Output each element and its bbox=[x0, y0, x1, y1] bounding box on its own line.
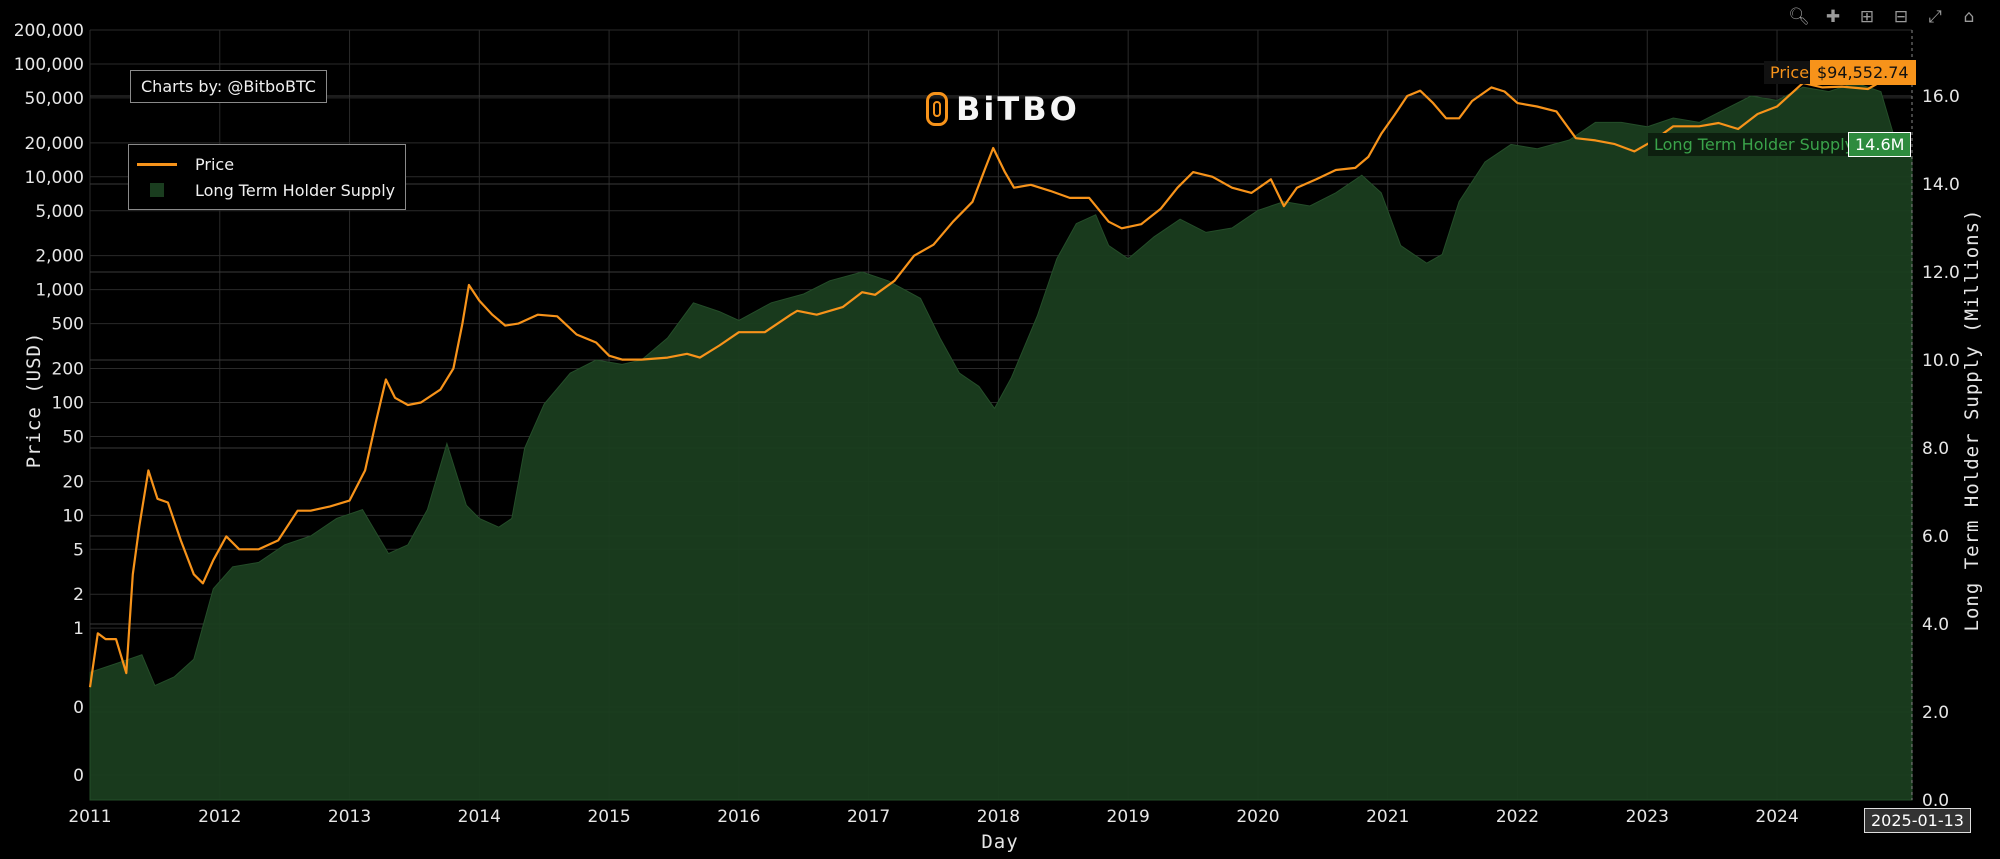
x-axis: 2011 2012 2013 2014 2015 2016 2017 2018 2019 2020… bbox=[68, 807, 1798, 827]
y-tick-label: 10 bbox=[62, 506, 84, 526]
autoscale-icon[interactable]: ⤢ bbox=[1928, 7, 1942, 27]
x-tick-label: 2024 bbox=[1755, 807, 1798, 827]
legend-label-price: Price bbox=[195, 154, 235, 174]
supply-series bbox=[89, 82, 1913, 801]
y-tick-label: 0 bbox=[73, 766, 84, 786]
y2-tick-label: 16.0 bbox=[1922, 87, 1960, 107]
x-tick-label: 2016 bbox=[717, 807, 760, 827]
chart-toolbar: 🔍︎ ✚ ⊞ ⊟ ⤢ ⌂ bbox=[1788, 6, 1980, 28]
x-tick-label: 2018 bbox=[977, 807, 1020, 827]
y-tick-label: 50,000 bbox=[25, 89, 84, 109]
y-axis-left: 0 0 1 2 5 10 20 50 100 200 500 1,000 2,000 5,000 10,00… bbox=[14, 21, 84, 786]
zoom-icon[interactable]: 🔍︎ bbox=[1788, 7, 1810, 27]
y2-tick-label: 10.0 bbox=[1922, 351, 1960, 371]
supply-swatch bbox=[150, 183, 164, 197]
hover-date: 2025-01-13 bbox=[1864, 808, 1971, 833]
y2-tick-label: 12.0 bbox=[1922, 263, 1960, 283]
x-tick-label: 2015 bbox=[587, 807, 630, 827]
price-line bbox=[88, 63, 1913, 688]
bitbo-logo: BiTBO bbox=[926, 90, 1080, 128]
y2-axis-title: Long Term Holder Supply (Millions) bbox=[1961, 209, 1983, 632]
legend: Price Long Term Holder Supply bbox=[128, 144, 407, 210]
hover-supply-value: 14.6M bbox=[1848, 132, 1912, 157]
x-tick-label: 2013 bbox=[328, 807, 371, 827]
y2-tick-label: 4.0 bbox=[1922, 615, 1949, 635]
legend-item-supply[interactable]: Long Term Holder Supply bbox=[137, 177, 395, 203]
y-tick-label: 200 bbox=[52, 360, 84, 380]
x-tick-label: 2017 bbox=[847, 807, 890, 827]
zoom-out-icon[interactable]: ⊟ bbox=[1893, 7, 1909, 27]
pan-icon[interactable]: ✚ bbox=[1825, 7, 1841, 27]
supply-area bbox=[89, 82, 1913, 801]
y2-tick-label: 8.0 bbox=[1922, 439, 1949, 459]
y-tick-label: 2,000 bbox=[35, 247, 84, 267]
bitbo-logo-mark-icon bbox=[926, 92, 948, 126]
y-tick-label: 200,000 bbox=[14, 21, 84, 41]
y-tick-label: 2 bbox=[73, 585, 84, 605]
logo-text: BiTBO bbox=[956, 90, 1080, 128]
price-series bbox=[88, 30, 1913, 800]
zoom-in-icon[interactable]: ⊞ bbox=[1859, 7, 1875, 27]
y2-tick-label: 2.0 bbox=[1922, 703, 1949, 723]
y-tick-label: 1 bbox=[73, 619, 84, 639]
y-tick-label: 0 bbox=[73, 698, 84, 718]
x-tick-label: 2012 bbox=[198, 807, 241, 827]
x-axis-title: Day bbox=[981, 831, 1018, 853]
x-tick-label: 2019 bbox=[1107, 807, 1150, 827]
x-tick-label: 2014 bbox=[458, 807, 501, 827]
y2-tick-label: 0.0 bbox=[1922, 791, 1949, 811]
hover-supply-name: Long Term Holder Supply bbox=[1648, 133, 1861, 156]
legend-item-price[interactable]: Price bbox=[137, 151, 395, 177]
y-tick-label: 50 bbox=[62, 427, 84, 447]
price-swatch bbox=[137, 162, 177, 166]
x-tick-label: 2021 bbox=[1366, 807, 1409, 827]
x-tick-label: 2022 bbox=[1496, 807, 1539, 827]
y-axis-right: 0.0 2.0 4.0 6.0 8.0 10.0 12.0 14.0 16.0 bbox=[1922, 87, 1960, 811]
legend-label-supply: Long Term Holder Supply bbox=[195, 180, 396, 200]
y-tick-label: 10,000 bbox=[25, 168, 84, 188]
credit-box: Charts by: @BitboBTC bbox=[130, 70, 327, 103]
y-tick-label: 20 bbox=[62, 472, 84, 492]
y-tick-label: 5,000 bbox=[35, 202, 84, 222]
credit-text: Charts by: @BitboBTC bbox=[141, 77, 316, 96]
y-tick-label: 100 bbox=[52, 393, 84, 413]
reset-home-icon[interactable]: ⌂ bbox=[1963, 7, 1975, 27]
y2-tick-label: 14.0 bbox=[1922, 175, 1960, 195]
hover-price-value: $94,552.74 bbox=[1810, 60, 1916, 85]
y2-tick-label: 6.0 bbox=[1922, 527, 1949, 547]
y-axis-title: Price (USD) bbox=[23, 332, 45, 469]
y-tick-label: 20,000 bbox=[25, 134, 84, 154]
hover-price-name: Price bbox=[1764, 61, 1816, 84]
x-tick-label: 2023 bbox=[1626, 807, 1669, 827]
y-tick-label: 5 bbox=[73, 540, 84, 560]
x-tick-label: 2011 bbox=[68, 807, 111, 827]
y-tick-label: 1,000 bbox=[35, 281, 84, 301]
y-tick-label: 100,000 bbox=[14, 55, 84, 75]
y-tick-label: 500 bbox=[52, 315, 84, 335]
x-tick-label: 2020 bbox=[1236, 807, 1279, 827]
